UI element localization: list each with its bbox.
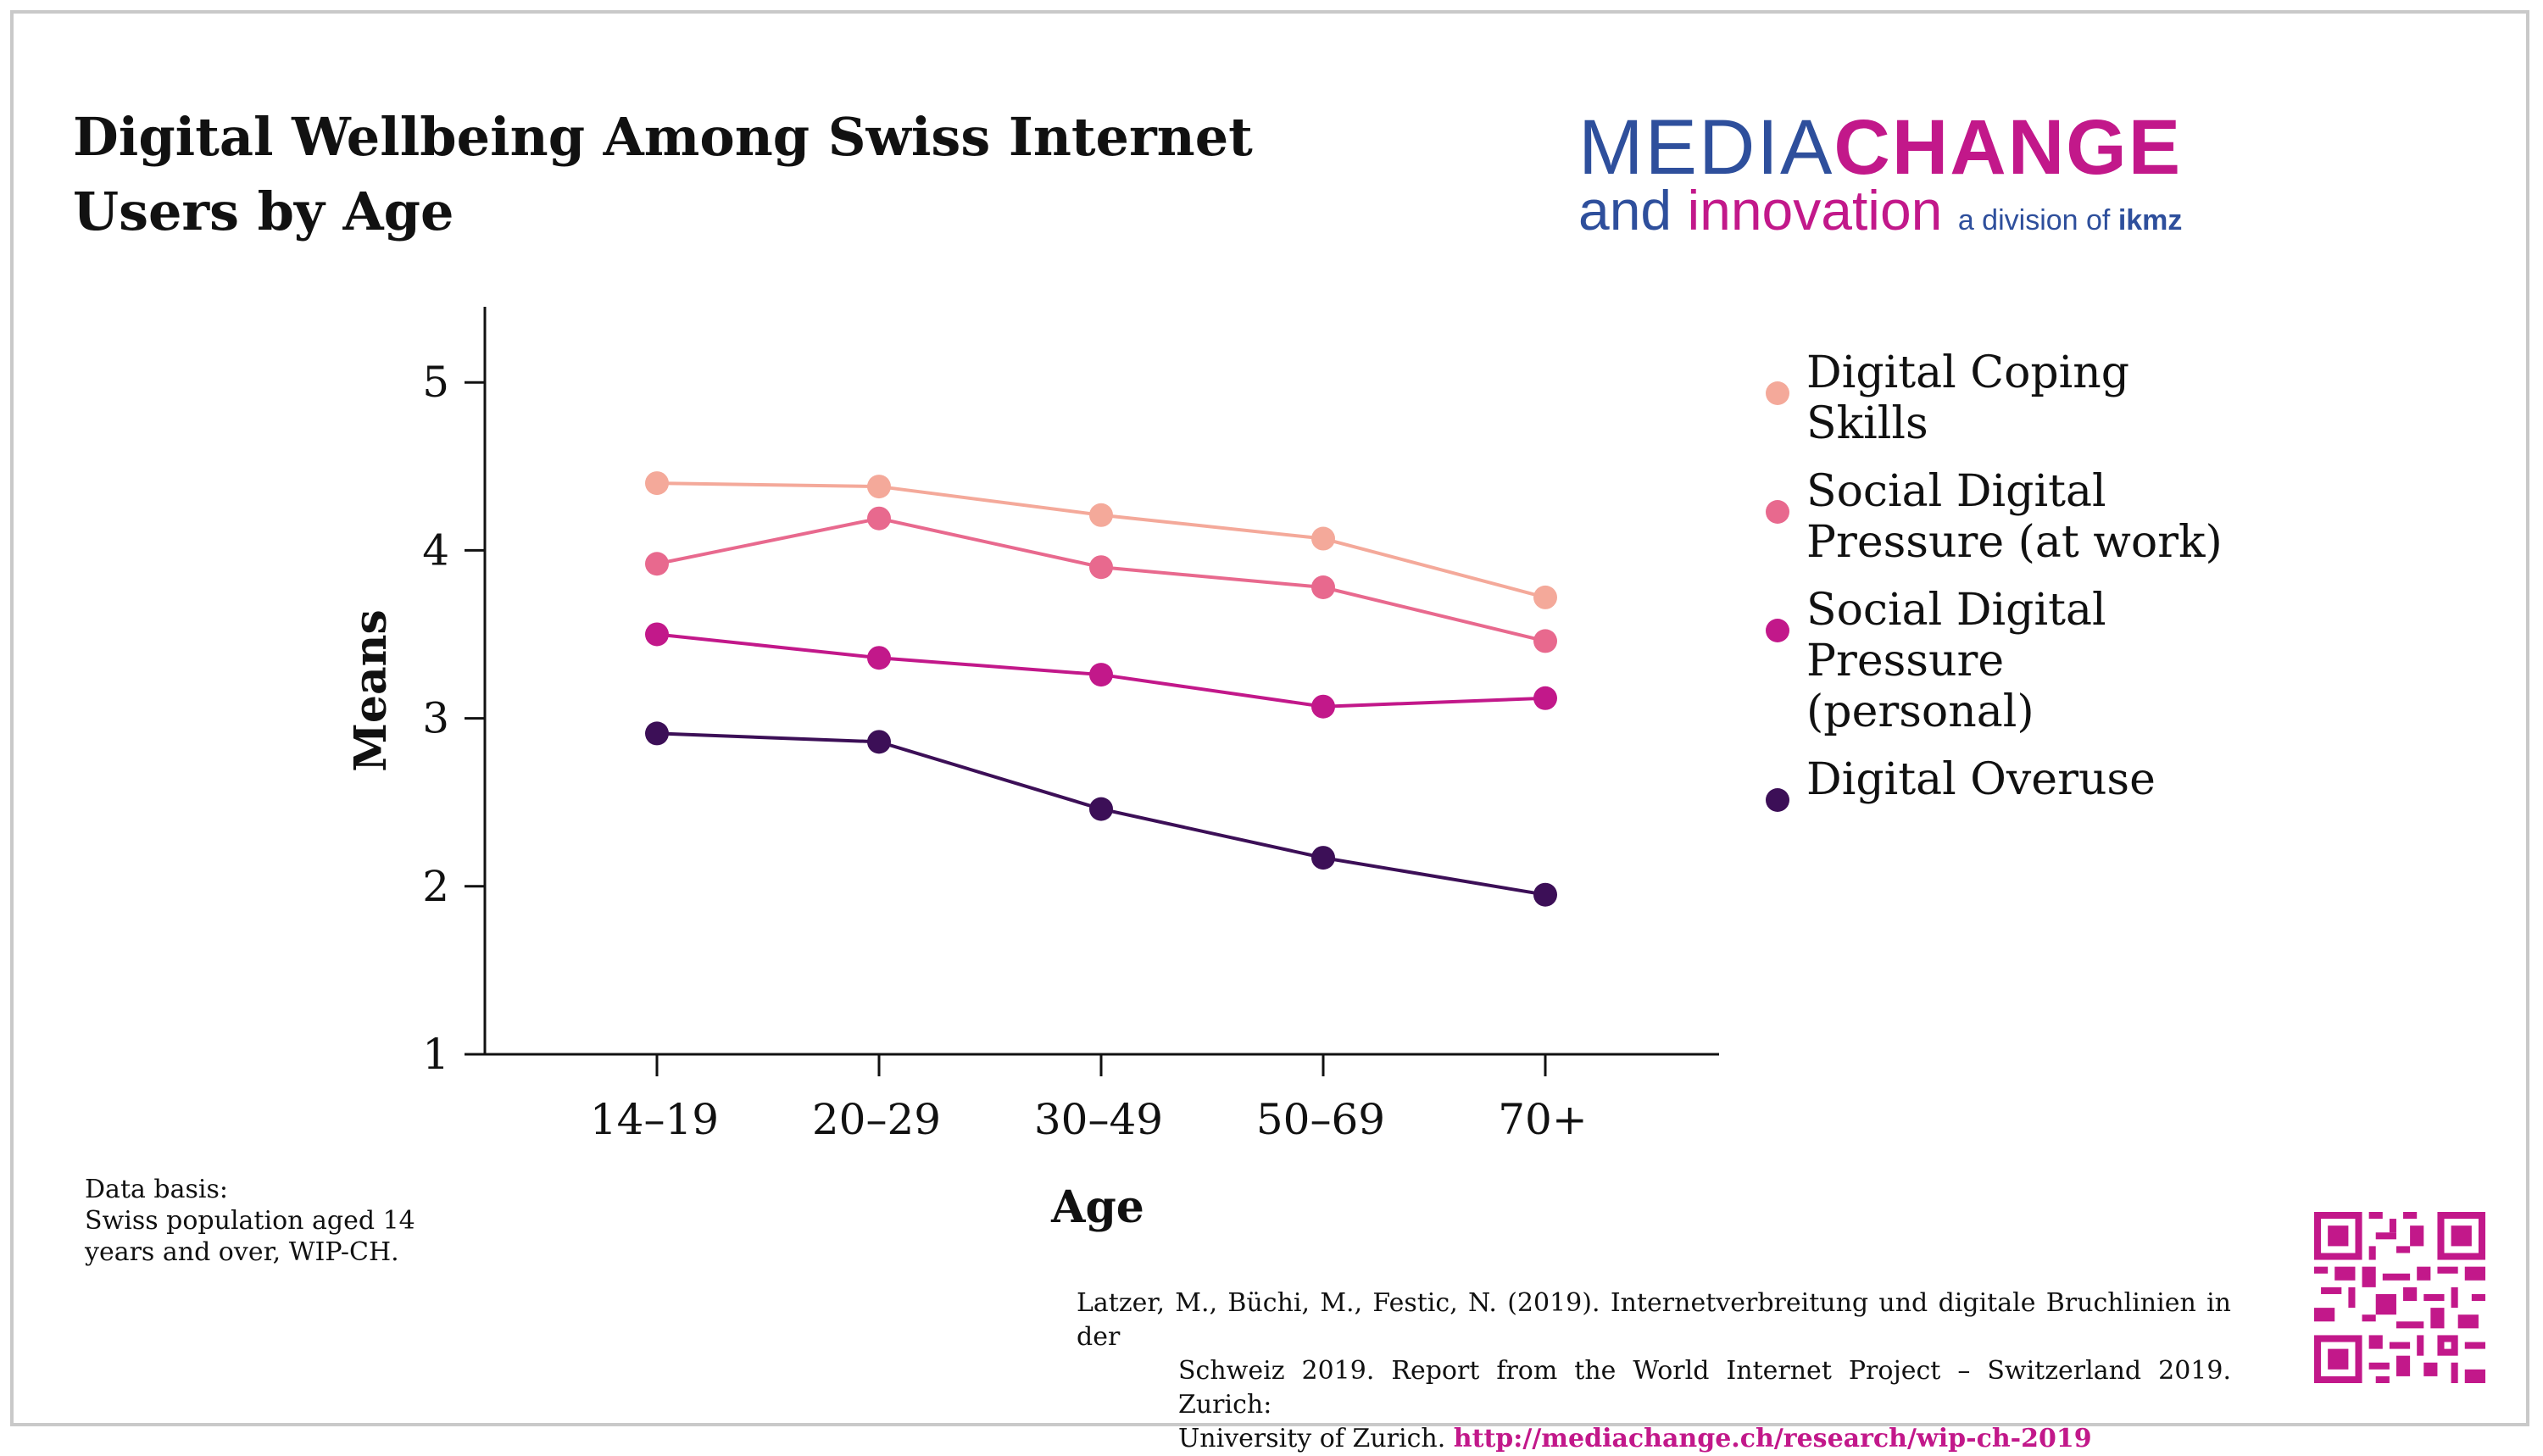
data-point [1533, 686, 1557, 710]
legend-label: Social Digital [1806, 585, 2106, 636]
legend-label: Pressure [1806, 636, 2005, 686]
data-point [645, 721, 669, 746]
slide-frame [10, 10, 2529, 1426]
qr-code-icon [2314, 1212, 2485, 1383]
page-title: Digital Wellbeing Among Swiss Internet U… [73, 100, 1344, 249]
legend-item: Digital Coping Skills [1759, 347, 2284, 449]
legend: Digital Coping Skills Social Digital Pressu… [1759, 347, 2284, 822]
data-point [1533, 585, 1557, 609]
legend-label: Digital Coping [1806, 347, 2130, 398]
data-point [1089, 663, 1113, 687]
data-point [867, 475, 891, 499]
data-basis-line-1: Data basis: [85, 1175, 228, 1204]
y-tick-label: 3 [422, 694, 449, 743]
data-basis-note: Data basis: Swiss population aged 14 yea… [85, 1174, 424, 1268]
citation-line-3: University of Zurich. [1178, 1424, 1454, 1453]
data-point [867, 646, 891, 670]
y-tick-label: 4 [422, 525, 449, 575]
logo-change: CHANGE [1834, 104, 2183, 191]
data-point [867, 506, 891, 531]
logo-innovation: innovation [1687, 179, 1943, 242]
data-point [645, 622, 669, 647]
title-line-1: Digital Wellbeing Among Swiss Internet [73, 106, 1253, 168]
legend-marker-icon [1766, 619, 1789, 642]
data-point [1089, 555, 1113, 580]
x-tick-label: 50–69 [1256, 1095, 1385, 1144]
logo-division: a division of [1957, 204, 2118, 236]
legend-item: Digital Overuse [1759, 754, 2284, 812]
data-point [1311, 694, 1335, 719]
x-tick-label: 70+ [1498, 1095, 1588, 1144]
x-ticks: 14–19 20–29 30–49 50–69 70+ [590, 1054, 1588, 1144]
title-line-2: Users by Age [73, 181, 454, 242]
data-point [1533, 882, 1557, 907]
citation-line-2: Schweiz 2019. Report from the World Inte… [1178, 1356, 2231, 1420]
series-group [645, 471, 1557, 907]
data-point [1311, 526, 1335, 551]
data-point [1089, 503, 1113, 527]
legend-marker-icon [1766, 381, 1789, 405]
data-point [645, 552, 669, 576]
citation-line-1: Latzer, M., Büchi, M., Festic, N. (2019)… [1077, 1288, 2231, 1352]
data-point [1311, 575, 1335, 599]
data-point [1311, 846, 1335, 870]
legend-label: Digital Overuse [1806, 754, 2156, 805]
legend-label: Social Digital [1806, 466, 2106, 517]
legend-item: Social Digital Pressure (personal) [1759, 585, 2284, 737]
y-tick-label: 2 [422, 862, 449, 911]
data-basis-line-2: Swiss population aged 14 [85, 1206, 415, 1236]
x-tick-label: 20–29 [812, 1095, 941, 1144]
x-axis-label: Age [1050, 1181, 1144, 1233]
legend-item: Social Digital Pressure (at work) [1759, 466, 2284, 568]
legend-marker-icon [1766, 500, 1789, 524]
citation-link[interactable]: http://mediachange.ch/research/wip-ch-20… [1453, 1424, 2092, 1453]
media-change-logo: MEDIACHANGE and innovation a division of… [1578, 108, 2223, 244]
data-basis-line-3: years and over, WIP-CH. [85, 1237, 399, 1267]
logo-ikmz: ikmz [2117, 204, 2183, 236]
y-axis-label: Means [345, 609, 397, 771]
data-point [1533, 629, 1557, 653]
data-point [645, 471, 669, 496]
y-ticks: 1 2 3 4 5 [422, 358, 485, 1079]
legend-label: Skills [1806, 398, 1928, 449]
series-line [656, 481, 1546, 599]
legend-marker-icon [1766, 788, 1789, 812]
logo-and: and [1578, 179, 1688, 242]
citation: Latzer, M., Büchi, M., Festic, N. (2019)… [1077, 1287, 2231, 1456]
data-point [867, 730, 891, 754]
x-tick-label: 30–49 [1034, 1095, 1163, 1144]
logo-media: MEDIA [1578, 104, 1834, 191]
legend-label: Pressure (at work) [1806, 517, 2223, 568]
y-tick-label: 5 [422, 358, 449, 407]
series-line [656, 516, 1546, 643]
data-point [1089, 797, 1113, 821]
x-tick-label: 14–19 [590, 1095, 719, 1144]
y-tick-label: 1 [422, 1030, 449, 1079]
legend-label: (personal) [1806, 686, 2034, 737]
